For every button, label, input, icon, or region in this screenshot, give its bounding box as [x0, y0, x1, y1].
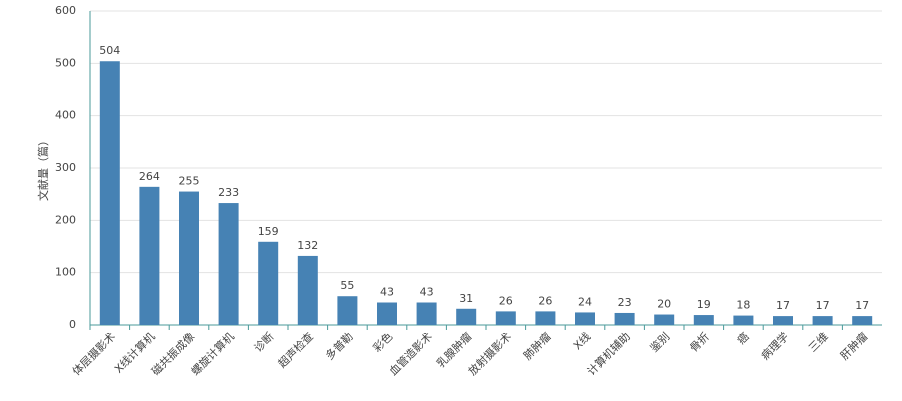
y-axis-title: 文献量（篇） — [36, 135, 50, 201]
data-label: 23 — [618, 296, 632, 309]
bar — [852, 316, 873, 325]
bar — [337, 296, 358, 325]
x-tick-label: 彩色 — [370, 329, 395, 354]
bar — [614, 312, 635, 325]
bar — [733, 315, 754, 325]
data-label: 17 — [855, 299, 869, 312]
bar — [218, 203, 239, 325]
data-label: 43 — [380, 285, 394, 298]
bar — [179, 191, 199, 325]
y-tick-label: 200 — [55, 213, 76, 226]
data-label: 55 — [340, 279, 354, 292]
x-tick-label: 骨折 — [687, 329, 712, 354]
bar — [812, 316, 833, 325]
bar — [495, 311, 516, 325]
data-label: 43 — [420, 285, 434, 298]
y-tick-label: 400 — [55, 109, 76, 122]
bar — [416, 302, 437, 325]
bar — [297, 255, 318, 325]
bar — [99, 61, 120, 326]
x-tick-label: 鉴别 — [648, 330, 673, 355]
bar — [377, 302, 397, 325]
data-label: 255 — [179, 175, 200, 188]
bar — [535, 311, 556, 325]
x-tick-label: 癌 — [734, 329, 752, 347]
x-tick-label: 血管造影术 — [386, 329, 435, 378]
y-tick-label: 100 — [55, 266, 76, 279]
bar — [139, 186, 160, 325]
data-label: 19 — [697, 298, 711, 311]
x-tick-label: 肺肿瘤 — [520, 329, 553, 362]
x-tick-label: X线 — [570, 329, 593, 352]
data-label: 132 — [297, 239, 318, 252]
bar — [575, 312, 595, 325]
data-label: 233 — [218, 186, 239, 199]
data-label: 18 — [736, 299, 750, 312]
data-label: 24 — [578, 295, 592, 308]
x-tick-label: 超声检查 — [275, 329, 316, 370]
x-tick-label: 病理学 — [758, 329, 791, 362]
x-tick-label: 多普勒 — [322, 329, 355, 362]
x-tick-label: 肝肿瘤 — [837, 329, 870, 362]
bar — [693, 315, 714, 325]
x-tick-label: 计算机辅助 — [584, 329, 633, 378]
bar — [654, 314, 675, 325]
y-tick-label: 600 — [55, 4, 76, 17]
data-label: 26 — [538, 294, 552, 307]
x-tick-label: 三维 — [806, 330, 831, 355]
y-tick-label: 300 — [55, 161, 76, 174]
data-label: 264 — [139, 170, 160, 183]
x-tick-label: 放射摄影术 — [465, 329, 514, 378]
x-tick-label: 诊断 — [251, 329, 276, 354]
bar — [456, 308, 477, 325]
bar — [258, 241, 279, 325]
data-label: 20 — [657, 298, 671, 311]
x-tick-label: 螺旋计算机 — [188, 329, 237, 378]
data-label: 504 — [99, 44, 120, 57]
data-label: 17 — [816, 299, 830, 312]
data-label: 159 — [258, 225, 279, 238]
y-tick-label: 0 — [69, 318, 76, 331]
x-tick-label: 乳腺肿瘤 — [433, 329, 474, 370]
bar — [773, 316, 793, 325]
x-tick-label: 体层摄影术 — [69, 329, 118, 378]
data-label: 31 — [459, 292, 473, 305]
y-tick-label: 500 — [55, 56, 76, 69]
data-label: 17 — [776, 299, 790, 312]
data-label: 26 — [499, 294, 513, 307]
